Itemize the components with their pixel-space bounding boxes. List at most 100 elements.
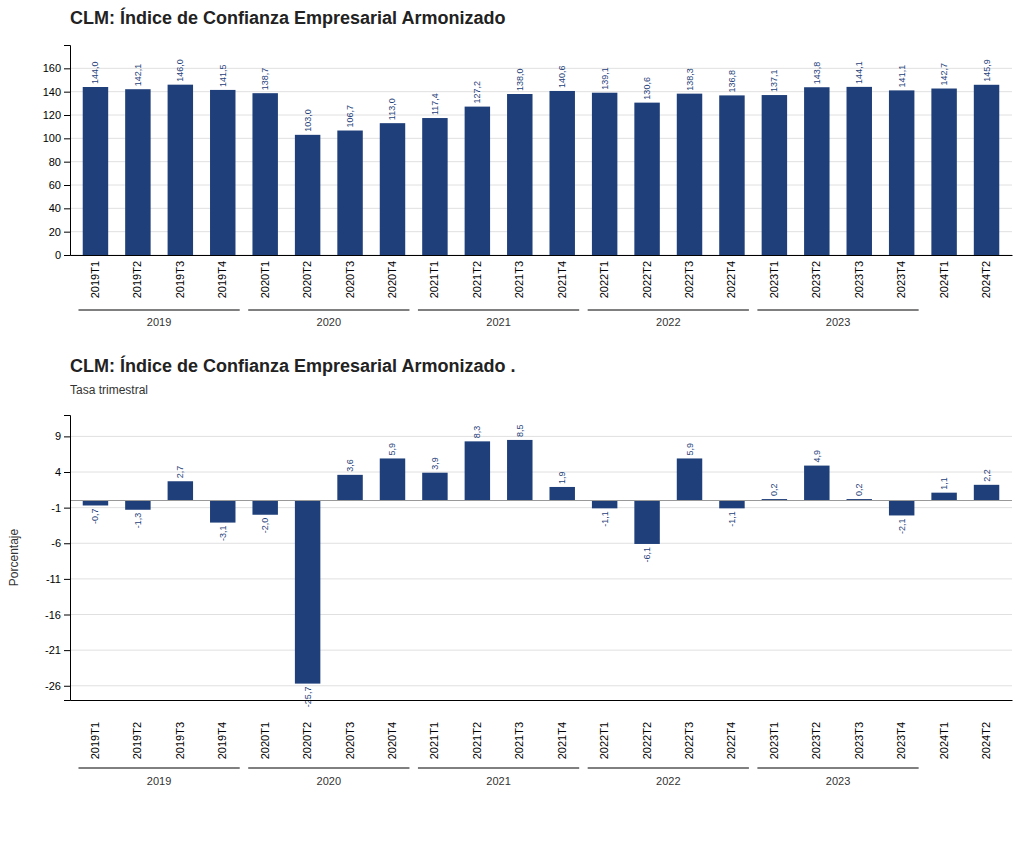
y-tick-mark bbox=[64, 255, 70, 256]
chart-title: CLM: Índice de Confianza Empresarial Arm… bbox=[70, 355, 515, 376]
x-tick-label: 2021T4 bbox=[556, 261, 568, 298]
y-tick-mark bbox=[64, 232, 70, 233]
y-tick-label: 0 bbox=[55, 249, 61, 261]
bar bbox=[380, 458, 405, 500]
y-tick: 140 bbox=[43, 86, 70, 98]
y-tick-label: -16 bbox=[45, 609, 61, 621]
x-tick-label: 2019T1 bbox=[89, 722, 101, 759]
bar bbox=[719, 95, 744, 255]
x-tick: 2020T2 bbox=[301, 700, 313, 759]
grid-line bbox=[70, 472, 1012, 473]
grid-line bbox=[70, 436, 1012, 437]
data-label: -6,1 bbox=[642, 547, 652, 563]
data-label: 103,0 bbox=[303, 109, 313, 132]
data-label: -1,1 bbox=[600, 511, 610, 527]
y-tick: 20 bbox=[49, 226, 70, 238]
x-tick-label: 2023T3 bbox=[853, 261, 865, 298]
x-tick: 2023T2 bbox=[810, 700, 822, 759]
x-tick: 2020T4 bbox=[386, 255, 398, 298]
data-label: 106,7 bbox=[345, 105, 355, 128]
group-label: 2020 bbox=[317, 316, 341, 328]
bar bbox=[889, 501, 914, 516]
bar bbox=[168, 481, 193, 500]
group-bracket bbox=[418, 768, 579, 769]
y-tick: 0 bbox=[55, 249, 70, 261]
bars bbox=[83, 85, 1000, 255]
x-tick-label: 2020T1 bbox=[259, 261, 271, 298]
bar bbox=[337, 475, 362, 501]
data-label: 143,8 bbox=[812, 62, 822, 85]
y-tick-label: 80 bbox=[49, 156, 61, 168]
x-tick: 2022T3 bbox=[683, 700, 695, 759]
group-label: 2019 bbox=[147, 316, 171, 328]
group-bracket bbox=[78, 768, 239, 769]
x-tick-label: 2022T2 bbox=[641, 722, 653, 759]
y-tick-label: 140 bbox=[43, 86, 61, 98]
data-label: 5,9 bbox=[685, 443, 695, 456]
y-tick: 4 bbox=[55, 466, 70, 478]
y-tick: -1 bbox=[51, 502, 70, 514]
bar bbox=[889, 90, 914, 255]
bar bbox=[380, 123, 405, 255]
data-label: 130,6 bbox=[642, 77, 652, 100]
x-tick-label: 2021T1 bbox=[428, 261, 440, 298]
group-label: 2022 bbox=[656, 316, 680, 328]
bar bbox=[677, 458, 702, 500]
x-tick-label: 2020T3 bbox=[344, 261, 356, 298]
y-tick: 160 bbox=[43, 62, 70, 74]
group-label: 2023 bbox=[826, 316, 850, 328]
grid-line bbox=[70, 650, 1012, 651]
data-label: 3,9 bbox=[430, 457, 440, 470]
x-tick: 2020T2 bbox=[301, 255, 313, 298]
y-tick-mark bbox=[64, 138, 70, 139]
grid-line bbox=[70, 68, 1012, 69]
x-tick: 2021T3 bbox=[513, 700, 525, 759]
x-tick-label: 2019T1 bbox=[89, 261, 101, 298]
group-label: 2021 bbox=[486, 775, 510, 787]
x-tick: 2019T2 bbox=[131, 700, 143, 759]
x-axis: 2019T12019T22019T32019T42020T12020T22020… bbox=[71, 700, 1013, 759]
bar bbox=[422, 473, 447, 501]
x-tick: 2022T2 bbox=[641, 255, 653, 298]
y-tick-mark bbox=[64, 543, 70, 544]
zero-line bbox=[70, 500, 1012, 501]
x-tick-label: 2020T2 bbox=[301, 722, 313, 759]
data-label: 137,1 bbox=[769, 70, 779, 93]
y-tick-mark bbox=[64, 92, 70, 93]
data-label: 141,5 bbox=[218, 64, 228, 87]
x-tick-label: 2023T4 bbox=[895, 722, 907, 759]
y-tick-label: -6 bbox=[51, 537, 61, 549]
bar bbox=[465, 107, 490, 255]
grid-line bbox=[70, 543, 1012, 544]
y-tick-label: 160 bbox=[43, 62, 61, 74]
x-tick: 2019T2 bbox=[131, 255, 143, 298]
y-tick-mark bbox=[64, 472, 70, 473]
y-tick-label: 9 bbox=[55, 430, 61, 442]
x-tick-label: 2021T4 bbox=[556, 722, 568, 759]
x-tick: 2019T4 bbox=[216, 255, 228, 298]
bar bbox=[210, 90, 235, 255]
x-tick: 2020T1 bbox=[259, 700, 271, 759]
y-tick-label: -26 bbox=[45, 680, 61, 692]
x-tick: 2019T1 bbox=[89, 700, 101, 759]
data-label: -3,1 bbox=[218, 526, 228, 542]
y-axis: -26-21-16-11-6-149 bbox=[45, 416, 70, 701]
x-tick-label: 2020T4 bbox=[386, 722, 398, 759]
x-tick: 2022T1 bbox=[598, 255, 610, 298]
bars bbox=[83, 440, 1000, 684]
bar bbox=[295, 501, 320, 684]
data-label: 2,7 bbox=[175, 466, 185, 479]
bar bbox=[210, 501, 235, 523]
bar bbox=[168, 85, 193, 255]
x-tick-label: 2022T4 bbox=[725, 722, 737, 759]
x-tick-label: 2023T2 bbox=[810, 722, 822, 759]
y-tick: 9 bbox=[55, 430, 70, 442]
x-tick-label: 2021T2 bbox=[471, 722, 483, 759]
y-tick-mark bbox=[64, 208, 70, 209]
y-axis-line bbox=[64, 46, 71, 256]
x-tick: 2020T3 bbox=[344, 255, 356, 298]
bar bbox=[252, 93, 277, 255]
bar bbox=[125, 89, 150, 255]
x-tick-label: 2023T1 bbox=[768, 261, 780, 298]
bar bbox=[465, 441, 490, 500]
